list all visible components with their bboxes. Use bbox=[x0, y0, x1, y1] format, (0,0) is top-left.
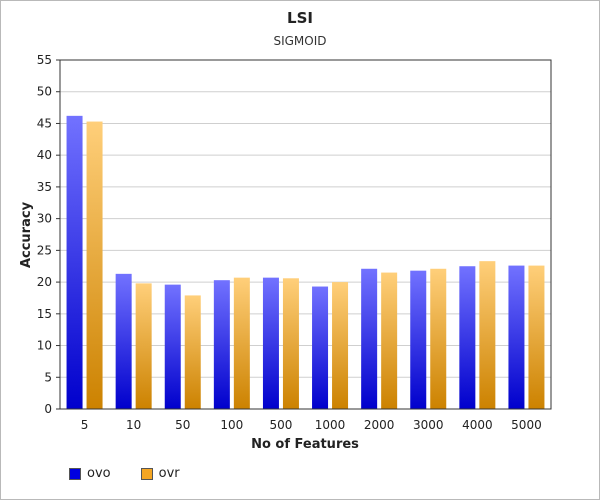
y-tick-label: 0 bbox=[44, 402, 52, 416]
plot-border bbox=[59, 59, 552, 410]
bar-ovr-2000[interactable] bbox=[381, 272, 398, 409]
x-tick-label: 4000 bbox=[462, 418, 493, 432]
legend: ovo ovr bbox=[69, 466, 210, 481]
bar-ovo-3000[interactable] bbox=[410, 270, 427, 409]
bar-ovo-5000[interactable] bbox=[508, 265, 525, 409]
x-tick-label: 100 bbox=[220, 418, 243, 432]
bar-ovo-10[interactable] bbox=[115, 273, 132, 409]
x-tick-label: 500 bbox=[269, 418, 292, 432]
legend-swatch-ovr bbox=[140, 467, 153, 480]
bar-ovo-50[interactable] bbox=[164, 284, 181, 409]
x-tick-label: 10 bbox=[126, 418, 141, 432]
bars bbox=[66, 115, 545, 410]
bar-ovo-500[interactable] bbox=[262, 277, 279, 409]
y-tick-label: 30 bbox=[37, 212, 52, 226]
chart-title: LSI bbox=[287, 9, 313, 27]
y-tick-label: 40 bbox=[37, 148, 52, 162]
y-tick-label: 55 bbox=[37, 53, 52, 67]
y-tick-label: 45 bbox=[37, 116, 52, 130]
y-tick-label: 10 bbox=[37, 339, 52, 353]
x-tick-label: 2000 bbox=[364, 418, 395, 432]
y-tick-label: 15 bbox=[37, 307, 52, 321]
y-tick-label: 50 bbox=[37, 85, 52, 99]
y-axis-title: Accuracy bbox=[19, 201, 34, 268]
y-tick-label: 20 bbox=[37, 275, 52, 289]
bar-ovr-50[interactable] bbox=[184, 295, 201, 409]
x-axis-title: No of Features bbox=[251, 437, 359, 452]
bar-ovo-1000[interactable] bbox=[312, 286, 329, 409]
grid-lines bbox=[60, 59, 551, 409]
chart-subtitle: SIGMOID bbox=[273, 34, 327, 48]
bar-ovo-2000[interactable] bbox=[361, 268, 378, 409]
bar-ovr-100[interactable] bbox=[233, 277, 250, 409]
bar-ovo-100[interactable] bbox=[213, 280, 230, 409]
y-tick-label: 5 bbox=[44, 370, 52, 384]
legend-label-ovr: ovr bbox=[158, 466, 180, 481]
legend-swatch-ovo bbox=[69, 467, 81, 480]
legend-item-ovr[interactable]: ovr bbox=[140, 466, 180, 481]
bar-ovr-3000[interactable] bbox=[430, 268, 447, 409]
x-tick-label: 3000 bbox=[413, 418, 444, 432]
bar-ovr-4000[interactable] bbox=[479, 261, 496, 409]
y-tick-label: 25 bbox=[37, 243, 52, 257]
legend-label-ovo: ovo bbox=[87, 466, 111, 481]
x-tick-label: 5000 bbox=[511, 418, 542, 432]
bar-ovo-4000[interactable] bbox=[459, 266, 476, 409]
bar-ovr-1000[interactable] bbox=[332, 282, 349, 409]
y-tick-label: 35 bbox=[37, 180, 52, 194]
bar-ovo-5[interactable] bbox=[66, 115, 83, 409]
bar-ovr-5000[interactable] bbox=[528, 265, 545, 409]
bar-ovr-5[interactable] bbox=[86, 121, 103, 410]
plot-background bbox=[60, 60, 551, 409]
legend-item-ovo[interactable]: ovo bbox=[69, 466, 111, 481]
x-tick-label: 50 bbox=[175, 418, 190, 432]
x-tick-label: 1000 bbox=[315, 418, 346, 432]
bar-ovr-500[interactable] bbox=[282, 278, 299, 409]
bar-ovr-10[interactable] bbox=[135, 283, 152, 409]
x-tick-label: 5 bbox=[81, 418, 89, 432]
